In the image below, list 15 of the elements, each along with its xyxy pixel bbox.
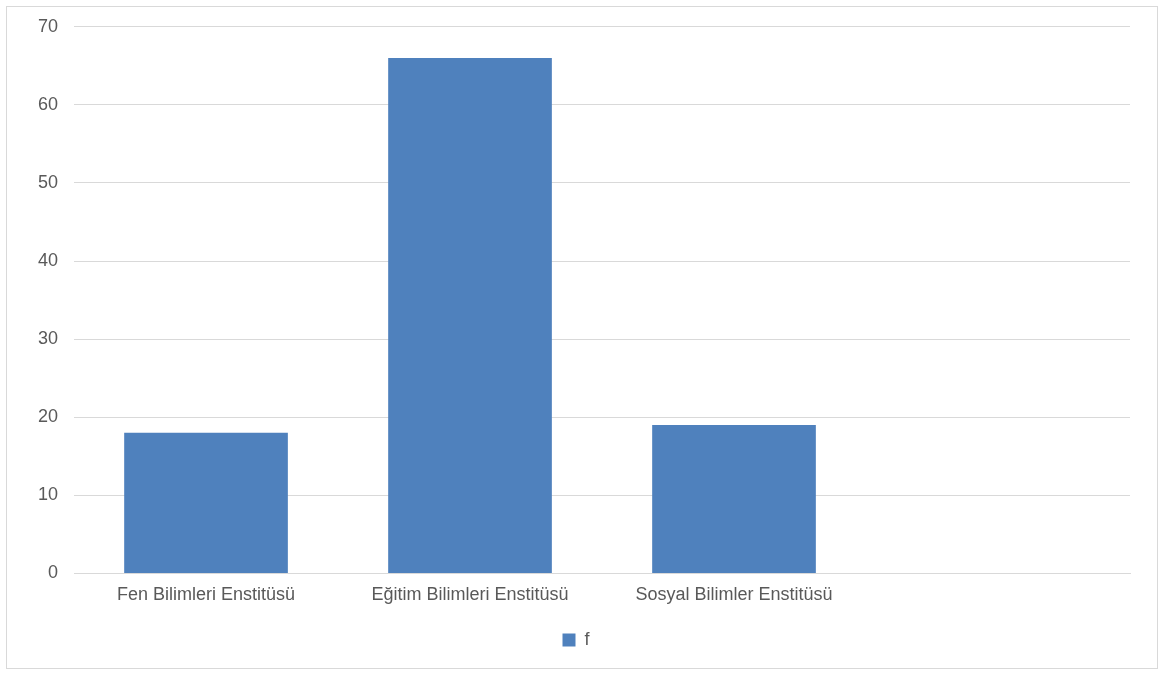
y-tick-label: 60: [37, 93, 59, 114]
legend-label: f: [584, 628, 591, 649]
y-tick-label: 50: [37, 171, 59, 192]
x-tick-label: Eğitim Bilimleri Enstitüsü: [371, 584, 569, 605]
x-tick-label: Fen Bilimleri Enstitüsü: [116, 584, 296, 605]
y-tick-label: 10: [37, 484, 59, 505]
y-tick-label: 20: [37, 406, 59, 427]
y-tick-label: 0: [48, 562, 59, 583]
bar: [652, 425, 816, 573]
x-tick-label: Sosyal Bilimler Enstitüsü: [635, 584, 833, 605]
y-tick-label: 30: [37, 328, 59, 349]
bar: [388, 58, 552, 573]
bar: [124, 432, 288, 573]
y-tick-label: 70: [37, 15, 59, 36]
y-tick-label: 40: [37, 250, 59, 271]
